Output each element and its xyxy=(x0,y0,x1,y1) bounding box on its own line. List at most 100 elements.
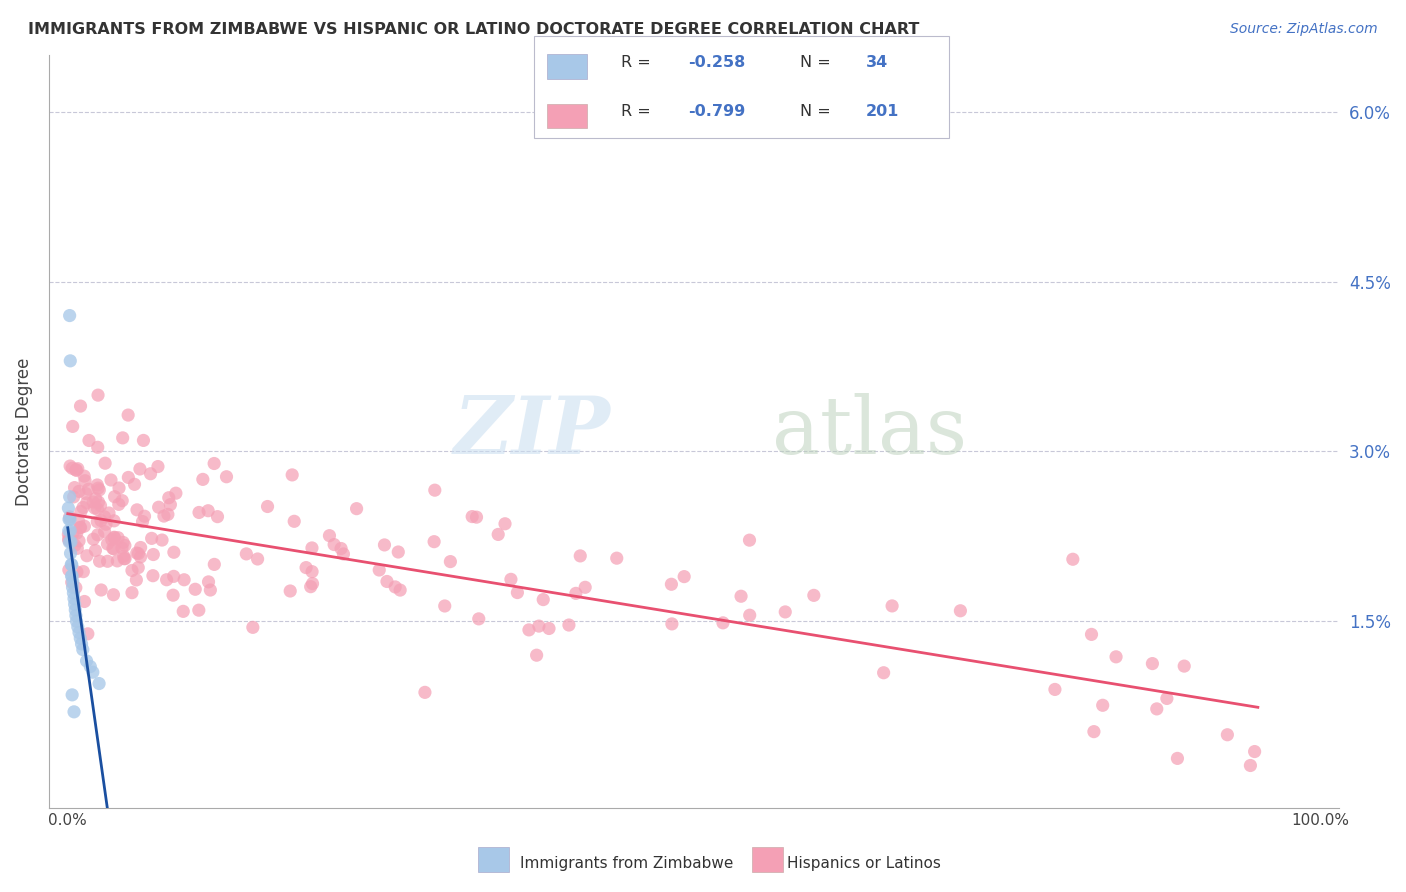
Point xyxy=(1166,751,1188,765)
Point xyxy=(165,486,187,500)
Point xyxy=(1105,649,1128,664)
Point xyxy=(156,573,179,587)
Point xyxy=(494,516,516,531)
Point xyxy=(94,456,117,470)
Point xyxy=(129,549,152,564)
Point xyxy=(323,537,346,551)
Point xyxy=(101,541,124,556)
Point xyxy=(125,573,148,587)
Point xyxy=(461,509,484,524)
Point xyxy=(69,632,91,646)
Point xyxy=(711,615,734,630)
Point xyxy=(58,501,80,516)
Point xyxy=(103,514,125,528)
Point xyxy=(318,529,340,543)
Point xyxy=(127,560,149,574)
Point xyxy=(159,498,181,512)
Point xyxy=(76,496,98,510)
Point xyxy=(59,354,82,368)
Point xyxy=(773,605,796,619)
Point xyxy=(62,490,84,504)
Point xyxy=(387,545,409,559)
Point xyxy=(281,467,304,482)
Point xyxy=(1091,698,1114,713)
Point xyxy=(86,502,108,516)
Point xyxy=(1216,728,1239,742)
Point xyxy=(93,509,115,524)
Point xyxy=(103,541,125,556)
Point xyxy=(103,531,125,545)
Point xyxy=(89,499,111,513)
Point xyxy=(127,547,149,561)
Point xyxy=(215,469,238,483)
Point xyxy=(384,580,406,594)
Point xyxy=(67,533,90,548)
Point xyxy=(803,588,825,602)
Point xyxy=(89,554,111,568)
Point xyxy=(368,563,391,577)
Point xyxy=(439,555,461,569)
Point xyxy=(738,533,761,548)
Point xyxy=(60,569,83,583)
Point xyxy=(73,519,96,533)
Point xyxy=(94,517,117,532)
Point xyxy=(70,504,93,518)
Text: Immigrants from Zimbabwe: Immigrants from Zimbabwe xyxy=(520,856,734,871)
Point xyxy=(84,543,107,558)
Point xyxy=(121,564,143,578)
Point xyxy=(413,685,436,699)
Point xyxy=(58,535,80,549)
Point xyxy=(87,440,110,454)
Point xyxy=(187,603,209,617)
Point xyxy=(423,483,446,498)
Point xyxy=(117,408,139,422)
Point xyxy=(58,533,80,548)
Point xyxy=(59,490,82,504)
Point xyxy=(125,503,148,517)
Point xyxy=(565,586,588,600)
Point xyxy=(730,589,752,603)
Point xyxy=(330,541,353,556)
Point xyxy=(531,592,554,607)
Point xyxy=(82,532,104,546)
Point xyxy=(423,534,446,549)
Point xyxy=(62,580,84,594)
Point xyxy=(375,574,398,589)
Point xyxy=(1142,657,1164,671)
Point xyxy=(1080,627,1102,641)
Point xyxy=(129,462,152,476)
Point xyxy=(65,614,87,628)
Bar xyxy=(547,103,588,128)
Point xyxy=(96,537,118,551)
Text: atlas: atlas xyxy=(772,392,967,471)
Point xyxy=(62,586,84,600)
Point xyxy=(76,549,98,563)
Point xyxy=(63,597,86,611)
Point xyxy=(86,515,108,529)
Point xyxy=(139,467,162,481)
Point xyxy=(70,637,93,651)
Point xyxy=(77,434,100,448)
Point xyxy=(1043,682,1066,697)
Point xyxy=(506,585,529,599)
Point xyxy=(197,574,219,589)
Point xyxy=(157,491,180,505)
Point xyxy=(73,474,96,488)
Point xyxy=(150,533,173,547)
Point xyxy=(65,608,87,623)
Point xyxy=(63,705,86,719)
Point xyxy=(278,584,301,599)
Point xyxy=(84,491,107,506)
Point xyxy=(527,619,550,633)
Point xyxy=(103,530,125,544)
Point xyxy=(107,531,129,545)
Point xyxy=(112,549,135,563)
Point xyxy=(172,604,194,618)
Point xyxy=(661,577,683,591)
Point xyxy=(131,515,153,529)
Point xyxy=(62,574,84,589)
Point xyxy=(163,545,186,559)
Point xyxy=(499,572,522,586)
Point xyxy=(60,688,83,702)
Point xyxy=(66,565,89,579)
